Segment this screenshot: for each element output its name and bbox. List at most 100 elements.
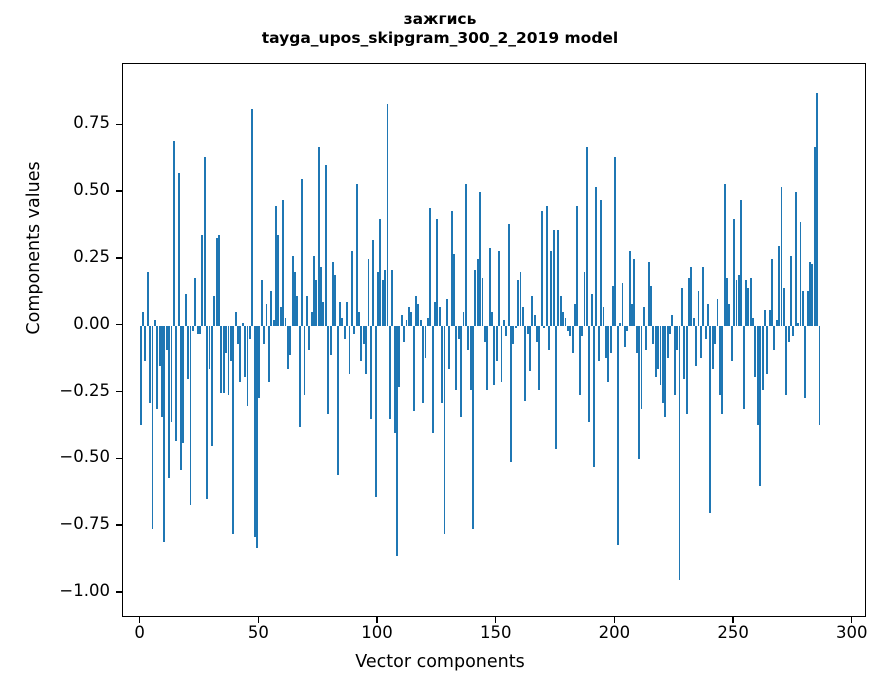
bar xyxy=(735,280,738,326)
bar xyxy=(564,317,567,326)
bar xyxy=(472,325,474,529)
bar xyxy=(809,261,811,326)
bar xyxy=(697,291,700,326)
bar xyxy=(256,325,258,548)
bar xyxy=(628,250,631,326)
bar xyxy=(315,280,318,326)
bar xyxy=(763,309,766,326)
bar xyxy=(258,325,261,398)
y-tick-mark xyxy=(116,324,122,326)
bar xyxy=(203,157,206,326)
bar xyxy=(676,325,679,350)
bar xyxy=(707,304,709,326)
bar xyxy=(165,325,168,350)
bar xyxy=(419,320,422,326)
bar xyxy=(417,304,420,326)
bar xyxy=(251,109,254,326)
bar xyxy=(631,304,633,326)
bar xyxy=(206,325,209,500)
bar xyxy=(199,325,201,334)
bar xyxy=(232,325,235,535)
bar xyxy=(270,291,273,326)
bar xyxy=(721,325,724,414)
bar xyxy=(369,325,372,420)
x-tick-label: 0 xyxy=(134,623,145,642)
x-tick-label: 250 xyxy=(717,623,749,642)
y-tick-mark xyxy=(116,190,122,192)
bar xyxy=(355,184,358,326)
bar xyxy=(289,325,292,356)
bar xyxy=(761,325,764,390)
bar xyxy=(301,178,304,326)
bar xyxy=(555,325,557,449)
bar xyxy=(726,277,728,326)
bar xyxy=(263,325,266,345)
bar xyxy=(590,293,593,326)
bar xyxy=(379,218,382,326)
bar xyxy=(785,325,788,396)
bar xyxy=(467,325,470,350)
bar xyxy=(189,325,192,505)
x-tick-mark xyxy=(495,617,497,623)
bar xyxy=(144,325,147,361)
bar xyxy=(377,272,379,326)
bar xyxy=(350,250,353,326)
bar xyxy=(384,269,387,326)
y-tick-mark xyxy=(116,123,122,126)
y-tick-mark xyxy=(116,524,122,526)
bar xyxy=(593,325,595,468)
bar xyxy=(616,325,619,545)
bar xyxy=(657,325,660,369)
bar xyxy=(780,186,783,326)
bar xyxy=(353,325,356,334)
bar xyxy=(474,269,477,326)
bar xyxy=(234,312,237,326)
x-tick-label: 200 xyxy=(598,623,631,642)
bar xyxy=(597,325,600,361)
bar xyxy=(279,307,282,326)
bar xyxy=(766,325,769,374)
bar xyxy=(457,325,460,340)
x-tick-mark xyxy=(851,617,853,623)
bar xyxy=(799,221,802,326)
bar xyxy=(298,325,301,428)
bar xyxy=(339,301,341,326)
x-tick-mark xyxy=(138,617,141,623)
y-tick-mark xyxy=(116,591,122,593)
bar xyxy=(733,218,736,326)
bar xyxy=(709,325,712,513)
bar xyxy=(156,325,159,409)
bar xyxy=(787,325,790,342)
bar xyxy=(407,307,410,326)
bar xyxy=(381,280,384,326)
bar xyxy=(481,277,484,326)
bar xyxy=(728,304,731,326)
bar xyxy=(797,323,800,326)
bar xyxy=(502,320,505,326)
bar xyxy=(443,325,446,535)
bar xyxy=(640,325,643,409)
bar xyxy=(718,325,721,396)
bar xyxy=(334,275,337,326)
bar xyxy=(526,325,529,334)
bar xyxy=(533,315,536,326)
bar xyxy=(574,304,576,326)
bar xyxy=(804,325,807,398)
bar xyxy=(308,325,311,350)
bar xyxy=(410,312,413,326)
bar xyxy=(441,325,444,404)
bar xyxy=(464,184,467,326)
bar xyxy=(747,288,750,326)
bar xyxy=(431,325,434,433)
bar xyxy=(322,301,325,326)
bar xyxy=(811,264,814,326)
bar xyxy=(756,325,759,425)
chart-title-line-1: зажгись xyxy=(403,10,477,28)
bar xyxy=(685,325,688,414)
bar xyxy=(790,256,792,326)
bar xyxy=(213,296,216,326)
bar xyxy=(635,325,638,353)
bar xyxy=(362,325,365,345)
bar xyxy=(688,277,690,326)
